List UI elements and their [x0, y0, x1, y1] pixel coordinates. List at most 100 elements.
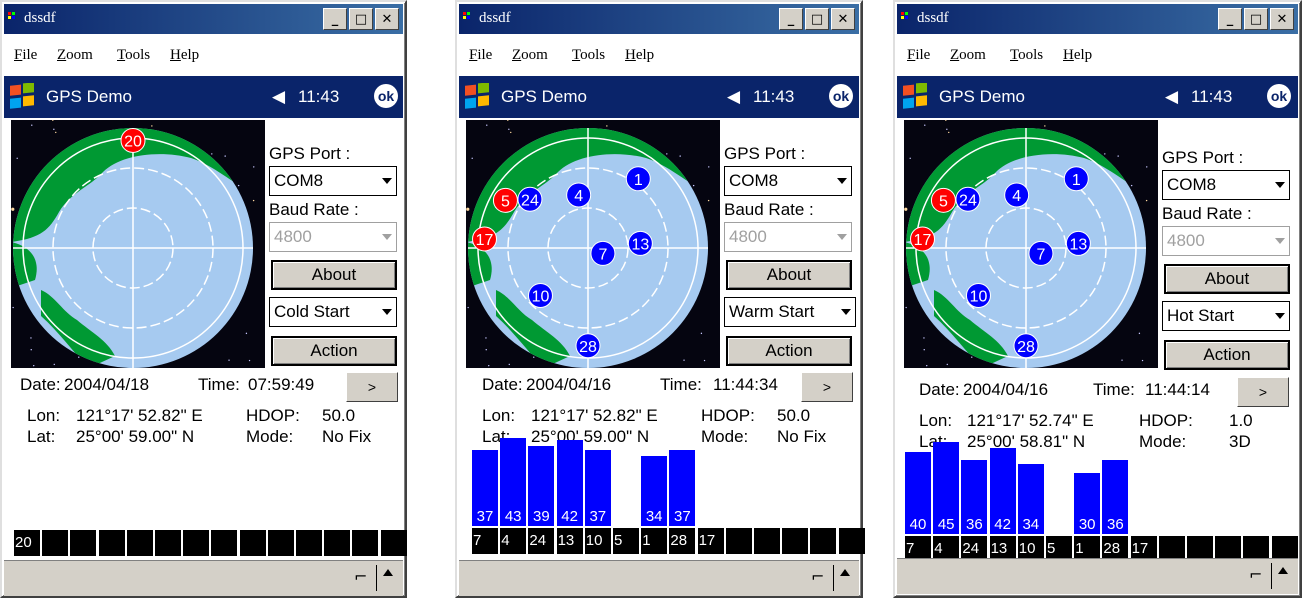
windows-flag-icon[interactable]: [901, 82, 931, 111]
ok-icon[interactable]: ok: [374, 84, 398, 108]
start-mode-select[interactable]: Warm Start: [724, 297, 856, 327]
menu-help[interactable]: Help: [1063, 47, 1093, 63]
maximize-icon[interactable]: □: [1244, 8, 1268, 30]
gps-port-select[interactable]: COM8: [724, 166, 852, 196]
clock[interactable]: 11:43: [1191, 87, 1233, 106]
about-button[interactable]: About: [271, 260, 397, 290]
time-label: Time:: [660, 375, 702, 394]
maximize-icon[interactable]: □: [805, 8, 829, 30]
menu-zoom[interactable]: Zoom: [57, 47, 93, 63]
menu-file[interactable]: File: [469, 47, 493, 63]
up-arrow-icon[interactable]: [383, 569, 393, 576]
ok-icon[interactable]: ok: [1267, 84, 1291, 108]
prn-cell: [380, 530, 407, 556]
star: [237, 184, 240, 187]
up-arrow-icon[interactable]: [1278, 567, 1288, 574]
speaker-icon[interactable]: ◀︎: [727, 87, 741, 107]
prn-strip: 20: [14, 530, 407, 556]
menu-help[interactable]: Help: [170, 47, 200, 63]
prn-cell: 4: [500, 528, 527, 554]
action-button[interactable]: Action: [726, 336, 852, 366]
satellite-prn: 1: [634, 172, 643, 189]
start-mode-select[interactable]: Cold Start: [269, 297, 397, 327]
keyboard-icon[interactable]: ⌐: [811, 567, 825, 586]
speaker-icon[interactable]: ◀︎: [272, 87, 286, 107]
baud-rate-select[interactable]: 4800: [724, 222, 852, 252]
keyboard-icon[interactable]: ⌐: [1249, 565, 1263, 584]
title-bar: dssdf _ □ ✕: [4, 4, 403, 34]
title-bar: dssdf _ □ ✕: [459, 4, 859, 34]
baud-rate-select[interactable]: 4800: [269, 222, 397, 252]
satellite-marker: 1: [625, 166, 651, 192]
action-button[interactable]: Action: [1164, 340, 1290, 370]
star: [692, 184, 695, 187]
time-value: 11:44:34: [713, 375, 778, 394]
prn-cell: [782, 528, 809, 554]
lon-value: 121°17' 52.82" E: [531, 406, 658, 425]
menu-tools[interactable]: Tools: [117, 47, 151, 63]
mode-value: 3D: [1229, 432, 1251, 451]
close-icon[interactable]: ✕: [831, 8, 855, 30]
clock[interactable]: 11:43: [753, 87, 795, 106]
star: [1104, 153, 1106, 155]
clock[interactable]: 11:43: [298, 87, 340, 106]
land-islands: [496, 290, 570, 368]
up-arrow-icon[interactable]: [840, 569, 850, 576]
star: [904, 207, 908, 211]
taskbar: GPS Demo ◀︎ 11:43 ok: [897, 76, 1298, 118]
prn-cell: 17: [697, 528, 724, 554]
signal-value: 37: [476, 508, 494, 525]
prn-cell: 10: [1017, 536, 1044, 562]
menu-tools[interactable]: Tools: [572, 47, 606, 63]
minimize-icon[interactable]: _: [323, 8, 347, 30]
about-button[interactable]: About: [726, 260, 852, 290]
minimize-icon[interactable]: _: [779, 8, 803, 30]
star: [606, 125, 608, 127]
lon-label: Lon:: [919, 411, 953, 430]
mode-label: Mode:: [1139, 432, 1187, 451]
menu-tools[interactable]: Tools: [1010, 47, 1044, 63]
minimize-icon[interactable]: _: [1218, 8, 1242, 30]
menu-help[interactable]: Help: [625, 47, 655, 63]
next-page-button[interactable]: >: [1237, 377, 1289, 407]
start-mode-select[interactable]: Hot Start: [1162, 301, 1290, 331]
signal-bar: 37: [669, 450, 696, 526]
pda-window-warm-start: dssdf _ □ ✕ File Zoom Tools Help GPS Dem…: [455, 0, 865, 598]
app-icon: [8, 12, 20, 24]
star: [533, 356, 535, 358]
speaker-icon[interactable]: ◀︎: [1165, 87, 1179, 107]
star: [78, 356, 80, 358]
menu-zoom[interactable]: Zoom: [950, 47, 986, 63]
menu-bar: File Zoom Tools Help: [897, 42, 1298, 70]
prn-cell: 10: [584, 528, 611, 554]
mode-value: No Fix: [322, 427, 372, 446]
prn-cell: [155, 530, 181, 556]
windows-flag-icon[interactable]: [8, 82, 38, 111]
prn-cell: [810, 528, 837, 554]
next-page-button[interactable]: >: [346, 372, 398, 402]
menu-file[interactable]: File: [14, 47, 38, 63]
about-button[interactable]: About: [1164, 264, 1290, 294]
windows-flag-icon[interactable]: [463, 82, 493, 111]
star: [926, 364, 928, 367]
star: [679, 155, 681, 157]
menu-file[interactable]: File: [907, 47, 931, 63]
satellite-prn: 7: [598, 246, 607, 263]
satellite-dot: [590, 240, 616, 266]
lon-value: 121°17' 52.74" E: [967, 411, 1094, 430]
ok-icon[interactable]: ok: [829, 84, 853, 108]
gps-port-select[interactable]: COM8: [1162, 170, 1290, 200]
menu-zoom[interactable]: Zoom: [512, 47, 548, 63]
keyboard-icon[interactable]: ⌐: [354, 567, 368, 586]
next-page-button[interactable]: >: [801, 372, 853, 402]
gps-port-select[interactable]: COM8: [269, 166, 397, 196]
satellite-prn: 13: [1069, 236, 1087, 253]
hdop-label: HDOP:: [246, 406, 300, 425]
satellite-marker: 13: [1065, 230, 1091, 256]
close-icon[interactable]: ✕: [375, 8, 399, 30]
baud-rate-select[interactable]: 4800: [1162, 226, 1290, 256]
satellite-dot: [625, 166, 651, 192]
action-button[interactable]: Action: [271, 336, 397, 366]
maximize-icon[interactable]: □: [349, 8, 373, 30]
close-icon[interactable]: ✕: [1270, 8, 1294, 30]
